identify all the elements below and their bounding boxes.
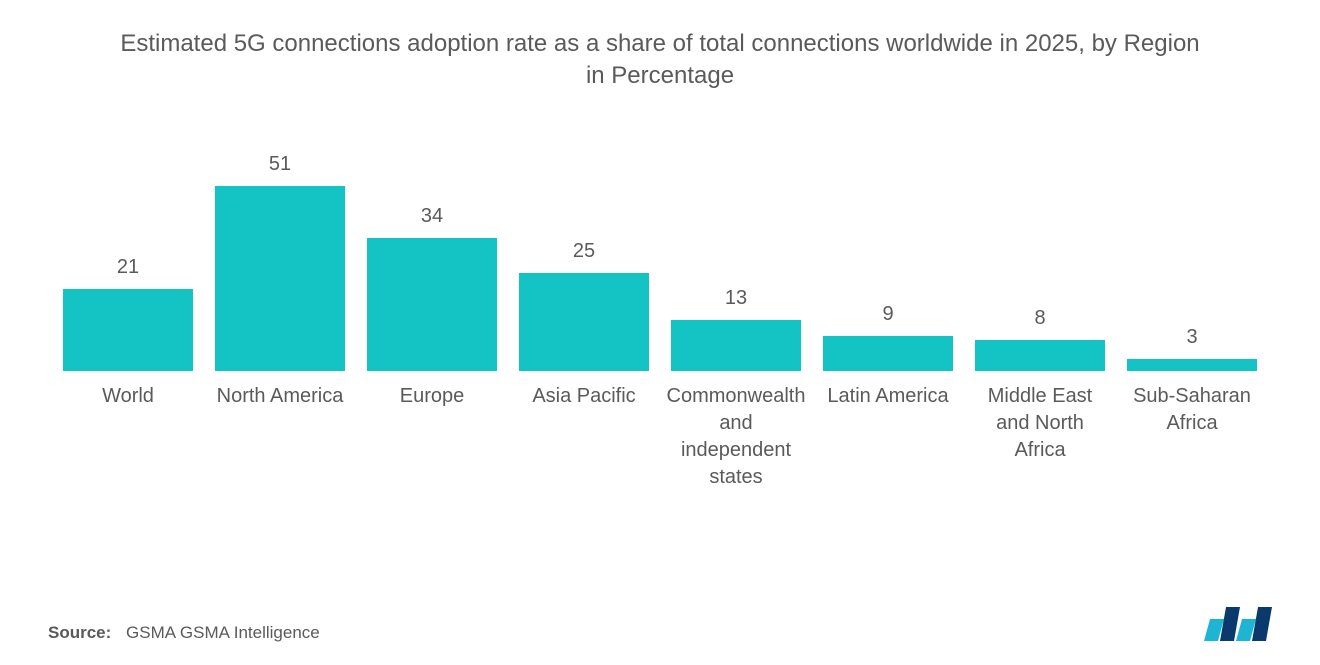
- bar: [367, 238, 497, 371]
- bar-category-label: Middle East and North Africa: [970, 383, 1110, 493]
- source-line: Source: GSMA GSMA Intelligence: [48, 623, 320, 643]
- bar-category-label: Europe: [400, 383, 465, 493]
- bar: [63, 289, 193, 371]
- bar: [671, 320, 801, 371]
- bar-column: 13 Commonwealth and independent states: [660, 153, 812, 493]
- source-label: Source:: [48, 623, 111, 642]
- bar: [215, 186, 345, 371]
- bar-column: 3 Sub-Saharan Africa: [1116, 153, 1268, 493]
- bar-value-label: 8: [1034, 307, 1045, 330]
- bar-column: 21 World: [52, 153, 204, 493]
- bar-value-label: 21: [117, 256, 139, 279]
- brand-logo-icon: [1202, 605, 1272, 643]
- bar-column: 34 Europe: [356, 153, 508, 493]
- bar: [519, 273, 649, 371]
- chart-title: Estimated 5G connections adoption rate a…: [110, 28, 1210, 93]
- bar-value-label: 25: [573, 240, 595, 263]
- bar-value-label: 9: [882, 303, 893, 326]
- bar-value-label: 34: [421, 205, 443, 228]
- bar-column: 9 Latin America: [812, 153, 964, 493]
- bar-category-label: World: [102, 383, 154, 493]
- bar-column: 8 Middle East and North Africa: [964, 153, 1116, 493]
- bar-column: 25 Asia Pacific: [508, 153, 660, 493]
- bar-category-label: Latin America: [827, 383, 948, 493]
- bar-value-label: 3: [1186, 326, 1197, 349]
- bar-category-label: Asia Pacific: [532, 383, 635, 493]
- footer: Source: GSMA GSMA Intelligence: [48, 605, 1272, 643]
- bar: [975, 340, 1105, 371]
- bar-value-label: 51: [269, 153, 291, 176]
- bar-chart: 21 World 51 North America 34 Europe 25 Asia Pac…: [48, 153, 1272, 493]
- bar-value-label: 13: [725, 287, 747, 310]
- source-text: GSMA GSMA Intelligence: [126, 623, 320, 642]
- bar: [1127, 359, 1257, 371]
- bar-column: 51 North America: [204, 153, 356, 493]
- bar: [823, 336, 953, 371]
- bar-category-label: Sub-Saharan Africa: [1122, 383, 1262, 493]
- bar-category-label: Commonwealth and independent states: [666, 383, 806, 493]
- bar-category-label: North America: [217, 383, 344, 493]
